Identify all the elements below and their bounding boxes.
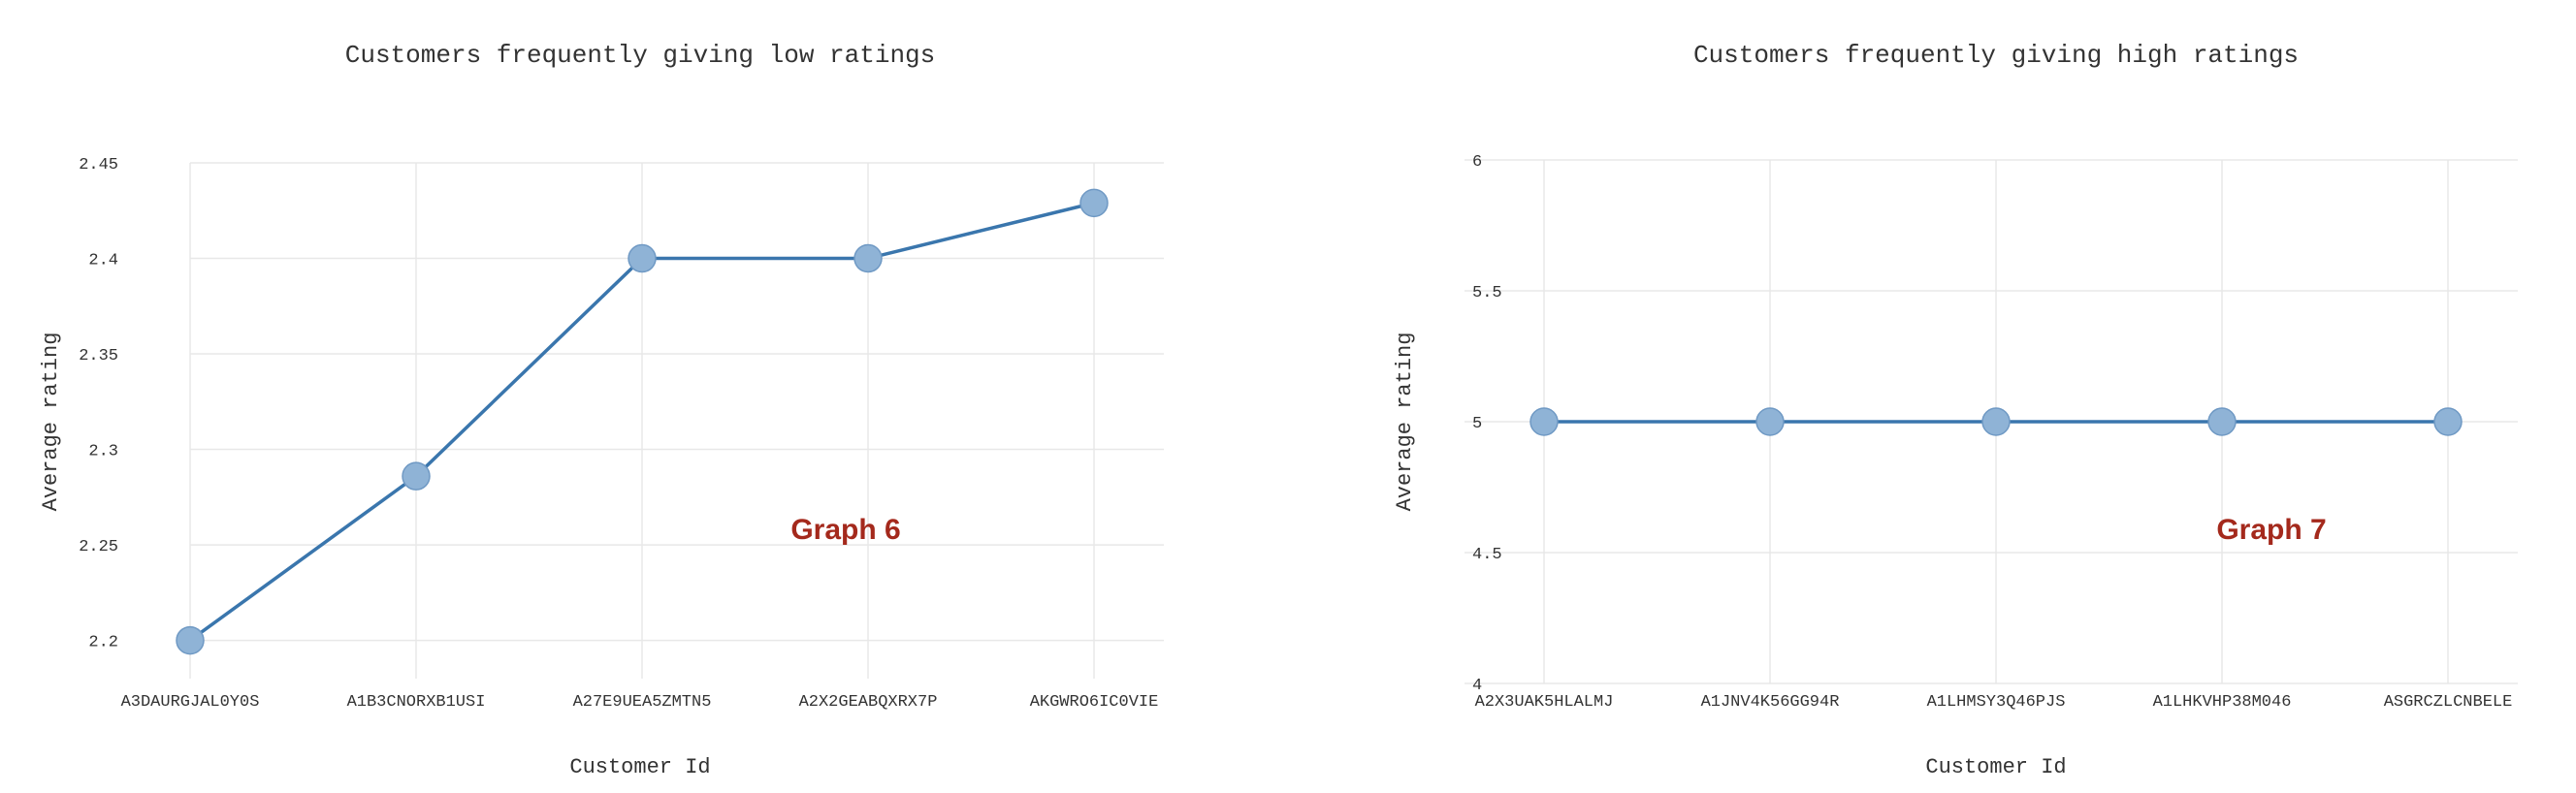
y-tick-labels: 2.2 2.25 2.3 2.35 2.4 2.45 (79, 156, 118, 652)
x-tick-label: AKGWRO6IC0VIE (1030, 693, 1159, 712)
y-tick-label: 4.5 (1472, 546, 1502, 564)
x-tick-labels: A3DAURGJAL0Y0S A1B3CNORXB1USI A27E9UEA5ZMT… (121, 693, 1159, 712)
y-tick-label: 2.4 (88, 252, 118, 270)
graph-annotation: Graph 6 (790, 514, 900, 546)
y-tick-label: 2.3 (88, 443, 118, 461)
y-tick-label: 6 (1472, 153, 1482, 172)
y-axis-label: Average rating (39, 333, 63, 512)
grid-lines (189, 162, 1164, 679)
y-tick-label: 2.2 (88, 634, 118, 652)
x-tick-label: ASGRCZLCNBELE (2384, 693, 2513, 712)
series-markers (1530, 407, 2463, 436)
y-tick-label: 2.35 (79, 347, 118, 365)
x-tick-label: A2X2GEABQXRX7P (799, 693, 938, 712)
x-tick-label: A1LHKVHP38M046 (2153, 693, 2292, 712)
x-tick-labels: A2X3UAK5HLALMJ A1JNV4K56GG94R A1LHMSY3Q46P… (1475, 693, 2513, 712)
y-tick-label: 2.25 (79, 538, 118, 556)
x-axis-label: Customer Id (1925, 755, 2066, 779)
series-markers (176, 188, 1109, 655)
chart-low-ratings: Customers frequently giving low ratings … (39, 41, 1164, 779)
x-tick-label: A2X3UAK5HLALMJ (1475, 693, 1614, 712)
data-point[interactable] (2207, 407, 2237, 436)
graph-annotation: Graph 7 (2216, 514, 2326, 546)
chart-title: Customers frequently giving low ratings (345, 41, 936, 70)
chart-high-ratings: Customers frequently giving high ratings… (1393, 41, 2518, 779)
data-point[interactable] (628, 243, 657, 273)
y-tick-label: 5 (1472, 415, 1482, 433)
data-point[interactable] (1079, 188, 1109, 218)
data-point[interactable] (1530, 407, 1559, 436)
x-tick-label: A3DAURGJAL0Y0S (121, 693, 260, 712)
data-point[interactable] (1755, 407, 1785, 436)
y-tick-label: 2.45 (79, 156, 118, 174)
x-tick-label: A1LHMSY3Q46PJS (1927, 693, 2066, 712)
y-tick-label: 5.5 (1472, 284, 1502, 302)
x-tick-label: A1JNV4K56GG94R (1701, 693, 1840, 712)
data-point[interactable] (176, 625, 205, 655)
chart-title: Customers frequently giving high ratings (1693, 41, 2299, 70)
x-tick-label: A27E9UEA5ZMTN5 (573, 693, 712, 712)
data-point[interactable] (2433, 407, 2463, 436)
data-point[interactable] (402, 461, 431, 491)
data-point[interactable] (1981, 407, 2011, 436)
y-axis-label: Average rating (1393, 333, 1417, 512)
y-tick-label: 4 (1472, 677, 1482, 695)
x-tick-label: A1B3CNORXB1USI (347, 693, 486, 712)
y-tick-labels: 4 4.5 5 5.5 6 (1472, 153, 1502, 695)
x-axis-label: Customer Id (569, 755, 710, 779)
data-point[interactable] (853, 243, 883, 273)
